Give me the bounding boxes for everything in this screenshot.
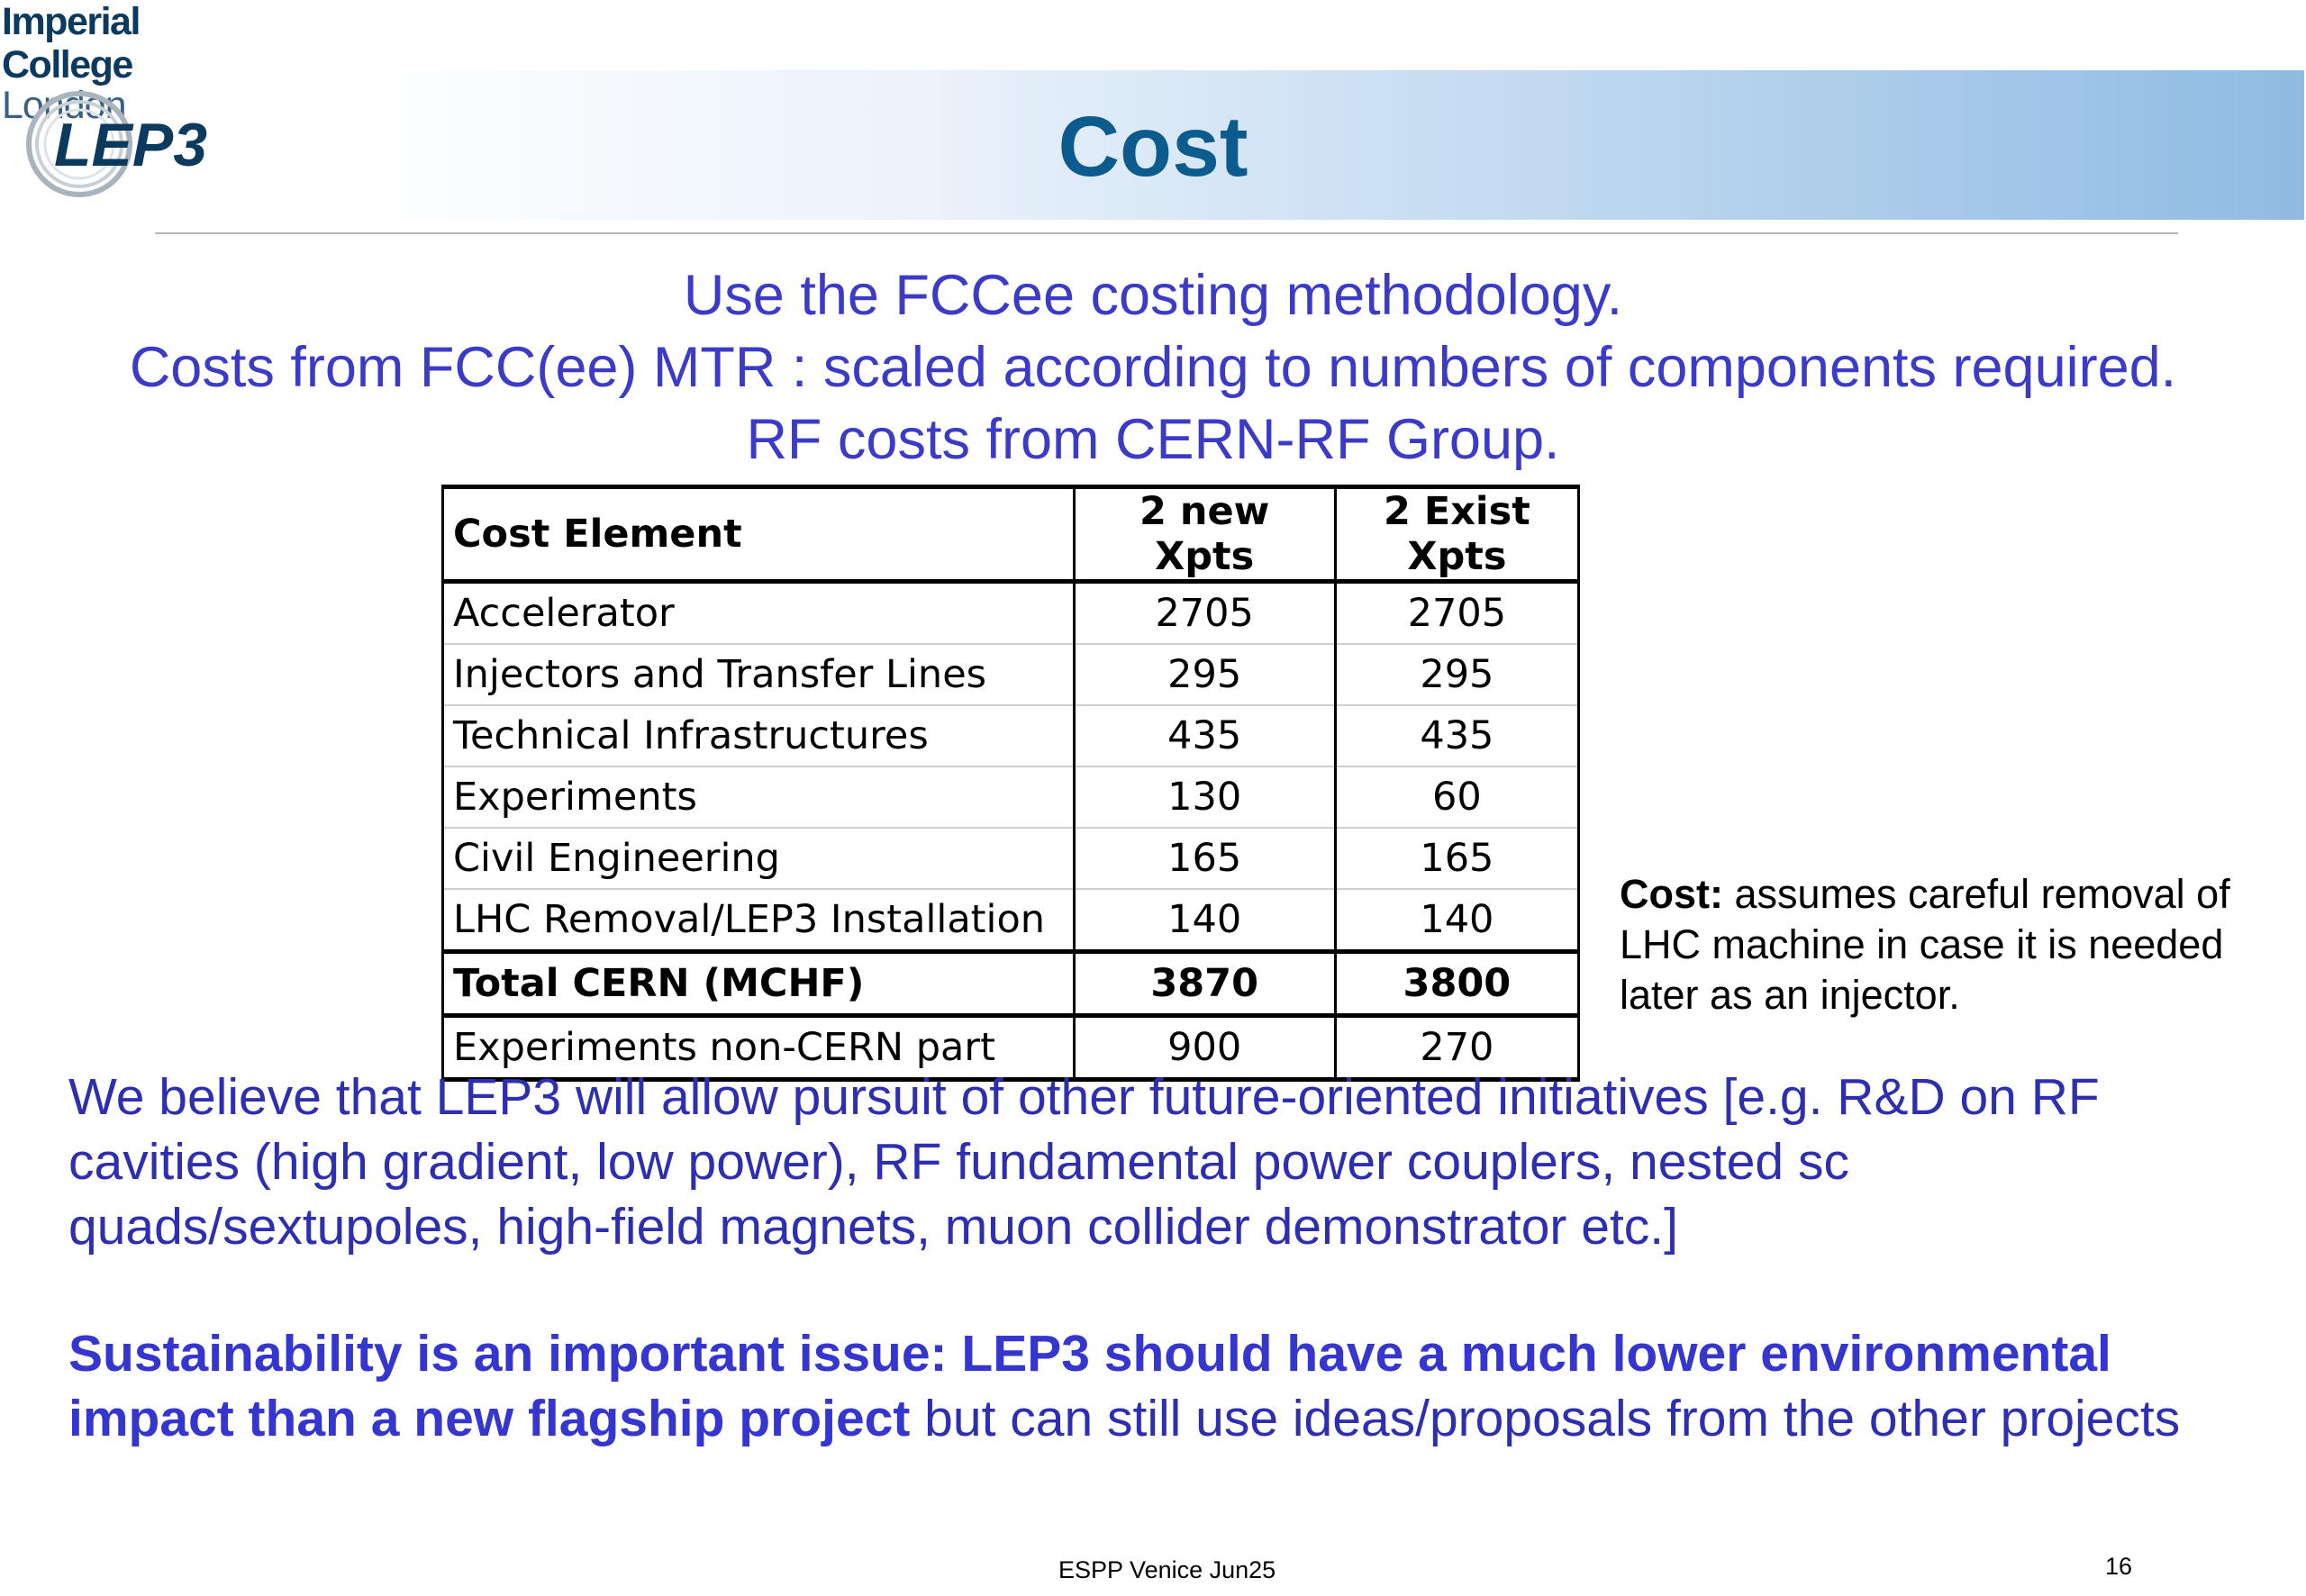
intro-line-3: RF costs from CERN-RF Group. <box>746 408 1560 471</box>
cell-new: 435 <box>1072 705 1337 767</box>
cell-exist: 2705 <box>1333 581 1581 645</box>
row-label: Civil Engineering <box>441 828 1076 890</box>
extra-exist: 270 <box>1333 1015 1581 1082</box>
table-row: Technical Infrastructures 435 435 <box>441 705 1581 767</box>
table-row: LHC Removal/LEP3 Installation 140 140 <box>441 889 1581 953</box>
column-header-new-xpts: 2 new Xpts <box>1072 485 1337 584</box>
row-label: LHC Removal/LEP3 Installation <box>441 889 1076 953</box>
table-row: Accelerator 2705 2705 <box>441 581 1581 645</box>
cell-exist: 295 <box>1333 644 1581 706</box>
title-banner <box>342 70 2304 220</box>
table-extra-row: Experiments non-CERN part 900 270 <box>441 1015 1581 1082</box>
column-header-cost-element: Cost Element <box>441 485 1076 584</box>
cost-note-label: Cost: <box>1620 871 1723 917</box>
svg-text:LEP3: LEP3 <box>54 111 207 179</box>
footer-event: ESPP Venice Jun25 <box>1058 1556 1276 1583</box>
page-title: Cost <box>1058 99 1248 195</box>
page-number: 16 <box>2105 1553 2133 1580</box>
row-label: Experiments <box>441 766 1076 829</box>
cost-note-text: assumes careful removal of LHC machine i… <box>1620 871 2230 1018</box>
cell-exist: 165 <box>1333 828 1581 890</box>
cell-exist: 435 <box>1333 705 1581 767</box>
table-row: Experiments 130 60 <box>441 766 1581 829</box>
total-label: Total CERN (MCHF) <box>441 949 1076 1018</box>
cell-new: 130 <box>1072 766 1337 829</box>
row-label: Injectors and Transfer Lines <box>441 644 1076 706</box>
intro-line-2: Costs from FCC(ee) MTR : scaled accordin… <box>129 336 2177 399</box>
extra-label: Experiments non-CERN part <box>441 1015 1076 1082</box>
header-divider <box>155 232 2178 234</box>
sustainability-text: but can still use ideas/proposals from t… <box>910 1390 2181 1447</box>
table-total-row: Total CERN (MCHF) 3870 3800 <box>441 949 1581 1018</box>
row-label: Accelerator <box>441 581 1076 645</box>
column-header-exist-xpts: 2 Exist Xpts <box>1333 485 1581 584</box>
cost-table: Cost Element 2 new Xpts 2 Exist Xpts Acc… <box>441 485 1581 1082</box>
total-exist: 3800 <box>1333 949 1581 1018</box>
cell-new: 165 <box>1072 828 1337 890</box>
cell-new: 140 <box>1072 889 1337 953</box>
cell-exist: 140 <box>1333 889 1581 953</box>
intro-line-1: Use the FCCee costing methodology. <box>683 264 1623 327</box>
initiatives-paragraph: We believe that LEP3 will allow pursuit … <box>68 1068 2100 1256</box>
table-row: Injectors and Transfer Lines 295 295 <box>441 644 1581 706</box>
sustainability-paragraph: Sustainability is an important issue: LE… <box>68 1321 2248 1451</box>
table-row: Civil Engineering 165 165 <box>441 828 1581 890</box>
sustainability-bold: Sustainability is an important issue: LE… <box>68 1325 2111 1447</box>
row-label: Technical Infrastructures <box>441 705 1076 767</box>
total-new: 3870 <box>1072 949 1337 1018</box>
table-header-row: Cost Element 2 new Xpts 2 Exist Xpts <box>441 485 1581 584</box>
cell-new: 295 <box>1072 644 1337 706</box>
logo-line-1: Imperial College <box>2 0 141 86</box>
lep3-logo: LEP3 <box>26 91 207 197</box>
imperial-college-logo: Imperial College London <box>2 0 263 125</box>
extra-new: 900 <box>1072 1015 1337 1082</box>
cell-new: 2705 <box>1072 581 1337 645</box>
cell-exist: 60 <box>1333 766 1581 829</box>
cost-note: Cost: assumes careful removal of LHC mac… <box>1620 869 2250 1020</box>
